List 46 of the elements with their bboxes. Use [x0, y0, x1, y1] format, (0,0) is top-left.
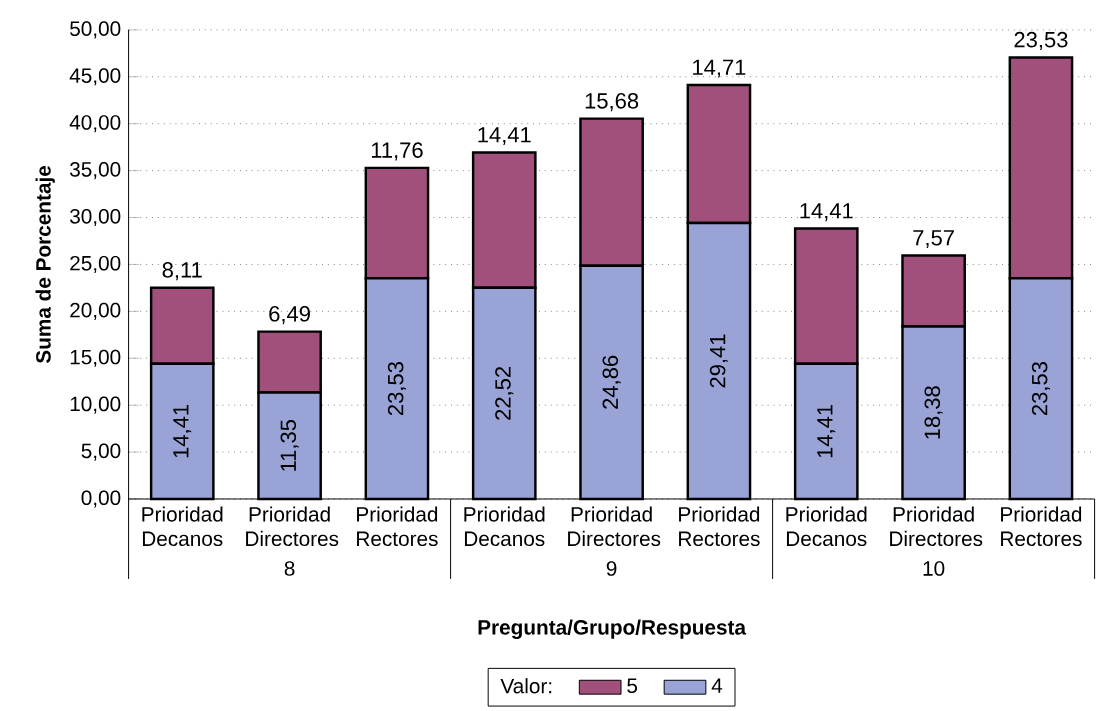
- x-tick-label: Prioridad Decanos: [464, 506, 545, 547]
- data-label: 22,52: [495, 366, 514, 420]
- data-label: 14,41: [800, 203, 853, 222]
- data-label: 29,41: [709, 334, 728, 388]
- x-tick-label: Prioridad Directores: [890, 506, 983, 547]
- y-tick-label: 20,00: [70, 302, 121, 320]
- legend-label: 4: [711, 678, 723, 693]
- data-label: 23,53: [387, 362, 406, 416]
- data-label: 11,35: [280, 420, 299, 471]
- y-tick-label: 45,00: [69, 68, 121, 86]
- y-tick-label: 0,00: [81, 490, 121, 508]
- data-label: 24,86: [602, 355, 621, 409]
- y-tick-label: 35,00: [70, 162, 121, 180]
- text: 10: [923, 561, 945, 576]
- x-tick-label: Prioridad Decanos: [142, 506, 223, 547]
- x-tick-label: Prioridad Directores: [568, 506, 661, 547]
- legend-title: Valor:: [500, 678, 552, 694]
- data-label: 14,41: [173, 404, 192, 458]
- y-tick-label: 40,00: [69, 115, 121, 133]
- y-tick-label: 25,00: [70, 255, 121, 274]
- text: 8: [284, 561, 295, 576]
- y-tick-label: 50,00: [70, 21, 121, 39]
- data-label: 14,41: [817, 404, 836, 458]
- x-tick-label: Prioridad Rectores: [679, 506, 760, 547]
- x-tick-label: Prioridad Rectores: [1001, 506, 1082, 547]
- data-label: 6,49: [269, 306, 310, 325]
- data-label: 7,57: [913, 230, 954, 249]
- data-label: 11,76: [371, 142, 423, 161]
- y-tick-label: 10,00: [70, 396, 121, 414]
- text: 9: [606, 561, 617, 576]
- y-axis-title: Suma de Porcentaje: [35, 165, 55, 364]
- x-tick-label: Prioridad Decanos: [786, 506, 867, 547]
- x-tick-label: Prioridad Rectores: [357, 506, 438, 547]
- data-label: 15,68: [585, 93, 639, 112]
- data-label: 8,11: [162, 262, 202, 281]
- data-label: 23,53: [1031, 362, 1050, 416]
- data-label: 18,38: [924, 386, 943, 439]
- x-axis-title: Pregunta/Grupo/Respuesta: [478, 619, 747, 639]
- data-label: 14,41: [478, 127, 531, 146]
- x-tick-label: Prioridad Directores: [246, 506, 339, 547]
- data-label: 14,71: [693, 59, 746, 78]
- data-label: 23,53: [1014, 31, 1068, 51]
- y-tick-label: 5,00: [81, 443, 121, 461]
- y-tick-label: 30,00: [70, 208, 121, 227]
- y-tick-label: 15,00: [70, 349, 121, 367]
- legend-label: 5: [627, 678, 638, 694]
